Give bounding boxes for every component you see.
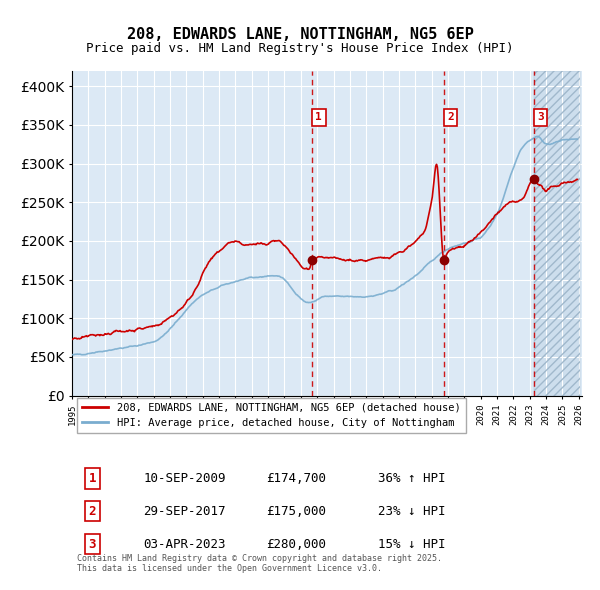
- Bar: [534, 71, 580, 395]
- Text: 2: 2: [89, 504, 96, 517]
- Bar: [312, 71, 534, 395]
- Text: 10-SEP-2009: 10-SEP-2009: [143, 472, 226, 485]
- Text: 23% ↓ HPI: 23% ↓ HPI: [378, 504, 445, 517]
- Text: 36% ↑ HPI: 36% ↑ HPI: [378, 472, 445, 485]
- Text: Contains HM Land Registry data © Crown copyright and database right 2025.
This d: Contains HM Land Registry data © Crown c…: [77, 554, 442, 573]
- Text: £174,700: £174,700: [266, 472, 326, 485]
- Text: 3: 3: [537, 112, 544, 122]
- Text: Price paid vs. HM Land Registry's House Price Index (HPI): Price paid vs. HM Land Registry's House …: [86, 42, 514, 55]
- Text: 208, EDWARDS LANE, NOTTINGHAM, NG5 6EP: 208, EDWARDS LANE, NOTTINGHAM, NG5 6EP: [127, 27, 473, 41]
- Text: 29-SEP-2017: 29-SEP-2017: [143, 504, 226, 517]
- Text: 3: 3: [89, 537, 96, 550]
- Text: 1: 1: [89, 472, 96, 485]
- Text: £280,000: £280,000: [266, 537, 326, 550]
- Legend: 208, EDWARDS LANE, NOTTINGHAM, NG5 6EP (detached house), HPI: Average price, det: 208, EDWARDS LANE, NOTTINGHAM, NG5 6EP (…: [77, 398, 466, 433]
- Bar: [534, 71, 580, 395]
- Text: 03-APR-2023: 03-APR-2023: [143, 537, 226, 550]
- Text: 15% ↓ HPI: 15% ↓ HPI: [378, 537, 445, 550]
- Text: £175,000: £175,000: [266, 504, 326, 517]
- Text: 2: 2: [447, 112, 454, 122]
- Text: 1: 1: [316, 112, 322, 122]
